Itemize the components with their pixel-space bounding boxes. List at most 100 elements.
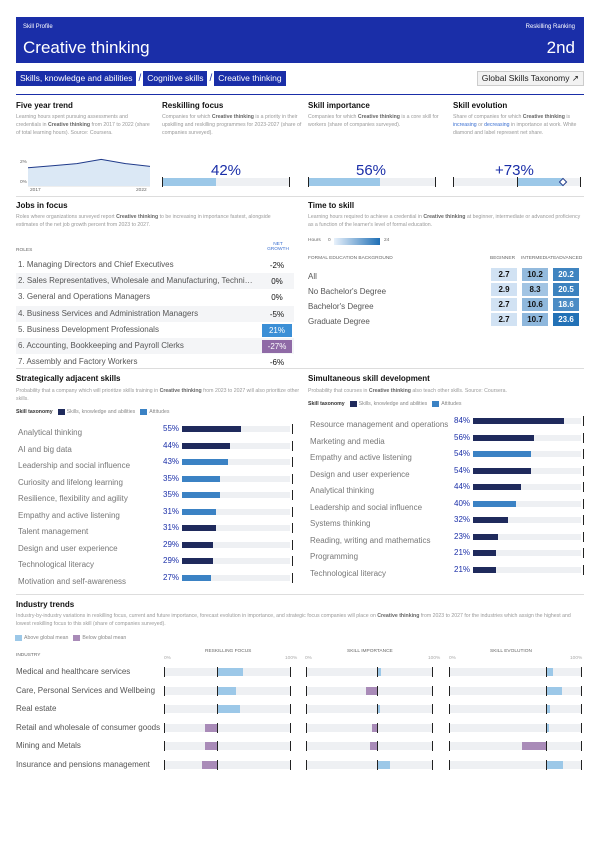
beginner-column-header: BEGINNER <box>490 256 516 261</box>
adjacent-skill-name: Empathy and active listening <box>18 510 120 520</box>
hours-cell-beg: 2.7 <box>491 313 517 326</box>
simultaneous-bar-label: 21% <box>454 548 471 557</box>
industry-track-tick <box>432 760 433 770</box>
global-mean-tick <box>217 722 219 733</box>
skill-importance-title: Skill importance <box>308 101 370 110</box>
reskilling-focus-column-header: RESKILLING FOCUS <box>205 649 252 654</box>
track-tick <box>453 177 454 187</box>
job-role-name: 6. Accounting, Bookkeeping and Payroll C… <box>18 341 184 350</box>
adjacent-bar-end-tick <box>292 457 293 467</box>
industry-track-tick <box>290 741 291 752</box>
adjacent-bar-track <box>182 442 290 449</box>
breadcrumb-item-skills[interactable]: Skills, knowledge and abilities <box>16 71 137 86</box>
adjacent-skill-name: Design and user experience <box>18 543 118 553</box>
adjacent-skill-name: Analytical thinking <box>18 428 83 437</box>
global-skills-taxonomy-link[interactable]: Global Skills Taxonomy ↗ <box>476 71 584 86</box>
reskilling-focus-value: 42% <box>211 162 242 179</box>
simultaneous-skills-title: Simultaneous skill development <box>308 374 430 383</box>
industry-importance-track <box>306 668 433 676</box>
simultaneous-skill-name: Design and user experience <box>310 469 410 479</box>
jobs-in-focus-title: Jobs in focus <box>16 201 68 210</box>
adjacent-bar-end-tick <box>292 473 293 484</box>
global-mean-tick <box>217 760 219 770</box>
industry-track-tick <box>306 760 307 770</box>
axis-max: 100% <box>570 656 583 661</box>
education-level-name: Graduate Degree <box>308 317 370 326</box>
trend-x-end: 2022 <box>136 188 147 193</box>
global-mean-tick <box>217 667 219 677</box>
industry-evolution-track <box>449 723 582 732</box>
simultaneous-skill-name: Resource management and operations <box>310 420 449 429</box>
adjacent-bar-track <box>182 574 290 581</box>
adjacent-skills-title: Strategically adjacent skills <box>16 374 121 383</box>
net-growth-value: -27% <box>262 340 292 353</box>
industry-name: Retail and wholesale of consumer goods <box>16 722 161 732</box>
simultaneous-bar-track <box>473 517 581 523</box>
adjacent-bar <box>182 574 212 581</box>
industry-evolution-range <box>546 686 563 695</box>
adjacent-bar-label: 44% <box>163 440 180 450</box>
reskilling-focus-fill <box>162 178 216 186</box>
hours-cell-int: 10.7 <box>522 313 548 326</box>
industry-track-tick <box>449 704 450 715</box>
industry-evolution-range <box>546 723 549 732</box>
simultaneous-skill-name: Technological literacy <box>310 568 387 578</box>
adjacent-bar-track <box>182 459 290 465</box>
hours-scale-gradient <box>334 238 380 245</box>
simultaneous-bar-label: 44% <box>454 482 471 491</box>
breadcrumb-item-cognitive[interactable]: Cognitive skills <box>143 71 208 86</box>
axis-min: 0% <box>164 656 171 661</box>
industry-focus-track <box>164 742 291 751</box>
global-mean-tick <box>377 704 379 715</box>
industry-track-tick <box>581 760 582 770</box>
adjacent-bar-end-tick <box>292 523 293 533</box>
divider <box>16 368 584 369</box>
profile-header: Skill Profile Reskilling Ranking Creativ… <box>16 17 584 63</box>
industry-track-tick <box>432 685 433 696</box>
simultaneous-bar-track <box>473 566 581 573</box>
industry-track-tick <box>290 760 291 770</box>
axis-min: 0% <box>305 656 312 661</box>
industry-evolution-track <box>449 742 582 751</box>
net-growth-column-header: NET GROWTH <box>267 242 289 252</box>
adjacent-skill-name: Motivation and self-awareness <box>18 576 127 586</box>
simultaneous-skill-name: Analytical thinking <box>310 486 375 495</box>
adjacent-bar-track <box>182 541 290 548</box>
simultaneous-skill-name: Systems thinking <box>310 519 371 528</box>
industry-track-tick <box>581 667 582 677</box>
hours-cell-beg: 2.9 <box>491 283 517 296</box>
industry-track-tick <box>581 722 582 733</box>
industry-focus-range <box>202 761 218 769</box>
five-year-trend-title: Five year trend <box>16 101 73 110</box>
skill-evolution-value: +73% <box>495 162 534 179</box>
simultaneous-bar <box>473 533 498 540</box>
skill-evolution-title: Skill evolution <box>453 101 508 110</box>
industry-track-tick <box>306 667 307 677</box>
simultaneous-bar <box>473 500 517 507</box>
hours-cell-adv: 20.2 <box>553 268 579 281</box>
hours-cell-beg: 2.7 <box>491 268 517 281</box>
global-mean-tick <box>546 722 548 733</box>
job-role-name: 1. Managing Directors and Chief Executiv… <box>18 260 174 269</box>
simultaneous-bar-end-tick <box>583 531 584 542</box>
adjacent-bar-label: 55% <box>163 424 180 433</box>
education-level-name: Bachelor's Degree <box>308 302 374 311</box>
track-tick <box>289 177 290 187</box>
table-row-stripe <box>16 338 294 354</box>
adjacent-bar-track <box>182 508 290 515</box>
simultaneous-bar-label: 56% <box>454 432 471 442</box>
breadcrumb-item-creative[interactable]: Creative thinking <box>214 71 286 86</box>
simultaneous-legend: Skill taxonomy Skills, knowledge and abil… <box>308 400 462 407</box>
simultaneous-bar-end-tick <box>583 449 584 459</box>
global-mean-tick <box>546 685 548 696</box>
adjacent-bar-end-tick <box>292 556 293 566</box>
adjacent-bar-label: 35% <box>163 473 180 483</box>
legend-swatch-attitudes <box>140 408 148 415</box>
adjacent-bar <box>182 442 230 449</box>
industry-importance-track <box>306 761 433 769</box>
simultaneous-bar-end-tick <box>583 482 584 492</box>
adjacent-bar <box>182 558 214 564</box>
simultaneous-bar <box>473 484 521 490</box>
adjacent-bar-end-tick <box>292 506 293 517</box>
adjacent-bar-end-tick <box>292 490 293 500</box>
